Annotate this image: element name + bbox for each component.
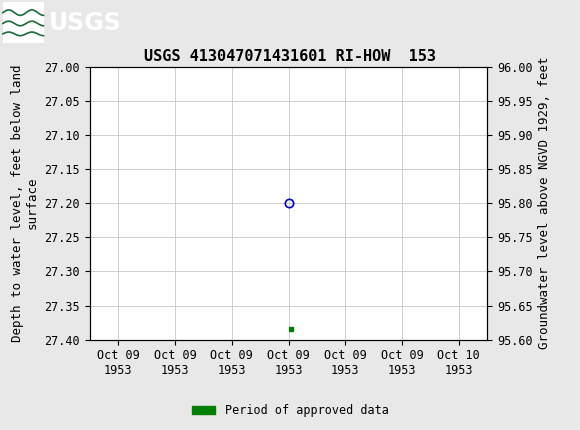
Text: USGS 413047071431601 RI-HOW  153: USGS 413047071431601 RI-HOW 153 xyxy=(144,49,436,64)
Text: USGS: USGS xyxy=(49,11,122,34)
Legend: Period of approved data: Period of approved data xyxy=(187,399,393,422)
Bar xyxy=(3,2,43,43)
Y-axis label: Groundwater level above NGVD 1929, feet: Groundwater level above NGVD 1929, feet xyxy=(538,57,551,350)
Y-axis label: Depth to water level, feet below land
surface: Depth to water level, feet below land su… xyxy=(11,64,39,342)
